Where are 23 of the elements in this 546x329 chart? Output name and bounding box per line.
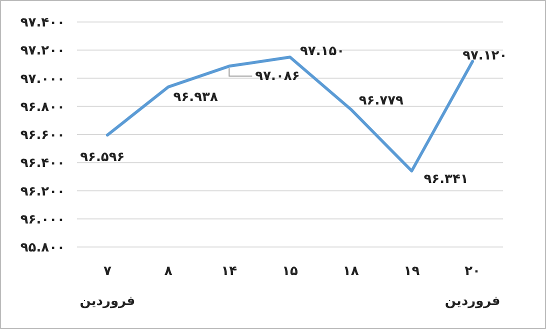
- x-tick-label: ۷ فروردین: [80, 264, 136, 309]
- y-tick-label: ۹۷.۲۰۰: [20, 44, 65, 59]
- data-label: ۹۶.۵۹۶: [80, 150, 125, 166]
- x-tick-label: ۱۸: [342, 264, 359, 279]
- y-tick-label: ۹۵.۸۰۰: [20, 240, 65, 256]
- x-tick-label: ۱۵: [282, 264, 298, 279]
- data-label: ۹۶.۳۴۱: [424, 172, 468, 187]
- data-label: ۹۶.۷۷۹: [358, 93, 404, 108]
- y-tick-label: ۹۷.۰۰۰: [20, 72, 65, 87]
- x-tick-label: ۲۰ فروردین: [444, 264, 500, 309]
- x-tick-label: ۱۴: [221, 264, 238, 279]
- data-label: ۹۷.۱۵۰: [300, 44, 345, 60]
- data-label: ۹۶.۹۳۸: [173, 90, 218, 105]
- y-tick-label: ۹۶.۸۰۰: [20, 100, 65, 115]
- data-label: ۹۷.۱۲۰: [462, 48, 508, 64]
- y-tick-label: ۹۶.۴۰۰: [20, 156, 65, 172]
- x-tick-label: ۸: [164, 264, 172, 279]
- y-tick-label: ۹۷.۴۰۰: [20, 16, 65, 31]
- y-tick-label: ۹۶.۶۰۰: [20, 128, 65, 144]
- x-tick-label: ۱۹: [404, 264, 420, 279]
- y-tick-label: ۹۶.۰۰۰: [20, 212, 65, 228]
- y-tick-label: ۹۶.۲۰۰: [20, 184, 65, 200]
- data-label: ۹۷.۰۸۶: [255, 69, 300, 84]
